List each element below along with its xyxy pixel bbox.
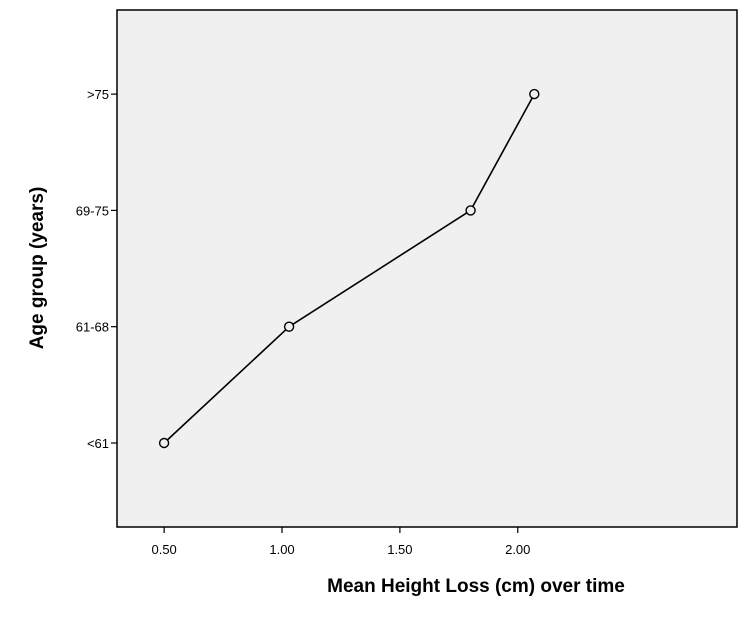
- y-axis-title: Age group (years): [27, 187, 48, 350]
- data-point: [465, 205, 476, 216]
- data-point: [529, 88, 540, 100]
- y-tick-label: >75: [87, 87, 109, 102]
- y-tick-label: 69-75: [76, 203, 109, 218]
- x-tick-label: 1.00: [269, 542, 294, 557]
- x-tick-label: 1.50: [387, 542, 412, 557]
- data-point: [283, 321, 295, 332]
- plot-area: [116, 9, 738, 528]
- x-axis: 0.50 1.00 1.50 2.00: [151, 527, 530, 557]
- x-tick-label: 0.50: [151, 542, 176, 557]
- series-line: [163, 93, 536, 444]
- data-point: [158, 437, 170, 449]
- x-tick-label: 2.00: [505, 542, 530, 557]
- series-layer: [158, 88, 540, 449]
- y-tick-label: 61-68: [76, 320, 109, 335]
- y-axis: <61 61-68 69-75 >75: [76, 87, 117, 451]
- y-tick-label: <61: [87, 436, 109, 451]
- x-axis-title: Mean Height Loss (cm) over time: [327, 576, 625, 597]
